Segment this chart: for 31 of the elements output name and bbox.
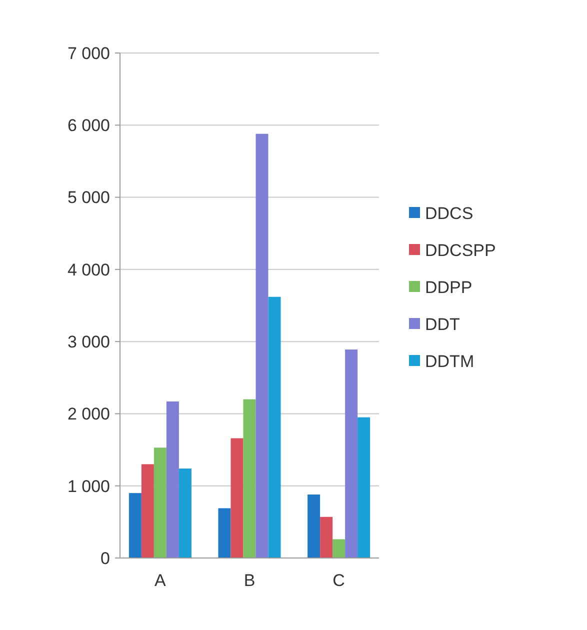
bar [345,350,358,558]
bar [218,508,231,558]
legend-label: DDTM [425,352,474,371]
bar [178,468,192,558]
y-tick-label: 0 [100,548,110,568]
bar [128,493,142,558]
y-tick-label: 1 000 [67,476,110,496]
y-tick-label: 5 000 [67,188,110,208]
legend-label: DDCSPP [425,240,496,260]
legend-label: DDCS [425,204,474,223]
x-tick-label: A [154,571,167,590]
x-tick-label: C [332,571,345,590]
bar [166,401,179,558]
x-tick-label: B [244,571,256,590]
bar [268,296,281,558]
bar [320,516,333,558]
bar [230,438,244,558]
y-tick-label: 4 000 [67,260,110,280]
bar [243,399,256,558]
bar [256,134,268,558]
y-tick-label: 2 000 [67,404,110,424]
bar [154,448,166,558]
legend-label: DDT [425,314,460,334]
bar [141,464,154,558]
y-tick-label: 7 000 [67,44,110,63]
legend-label: DDPP [425,278,472,297]
y-tick-label: 3 000 [67,332,110,352]
bar [358,417,370,558]
bar [308,494,320,558]
bar [332,539,346,558]
y-tick-label: 6 000 [67,116,110,136]
